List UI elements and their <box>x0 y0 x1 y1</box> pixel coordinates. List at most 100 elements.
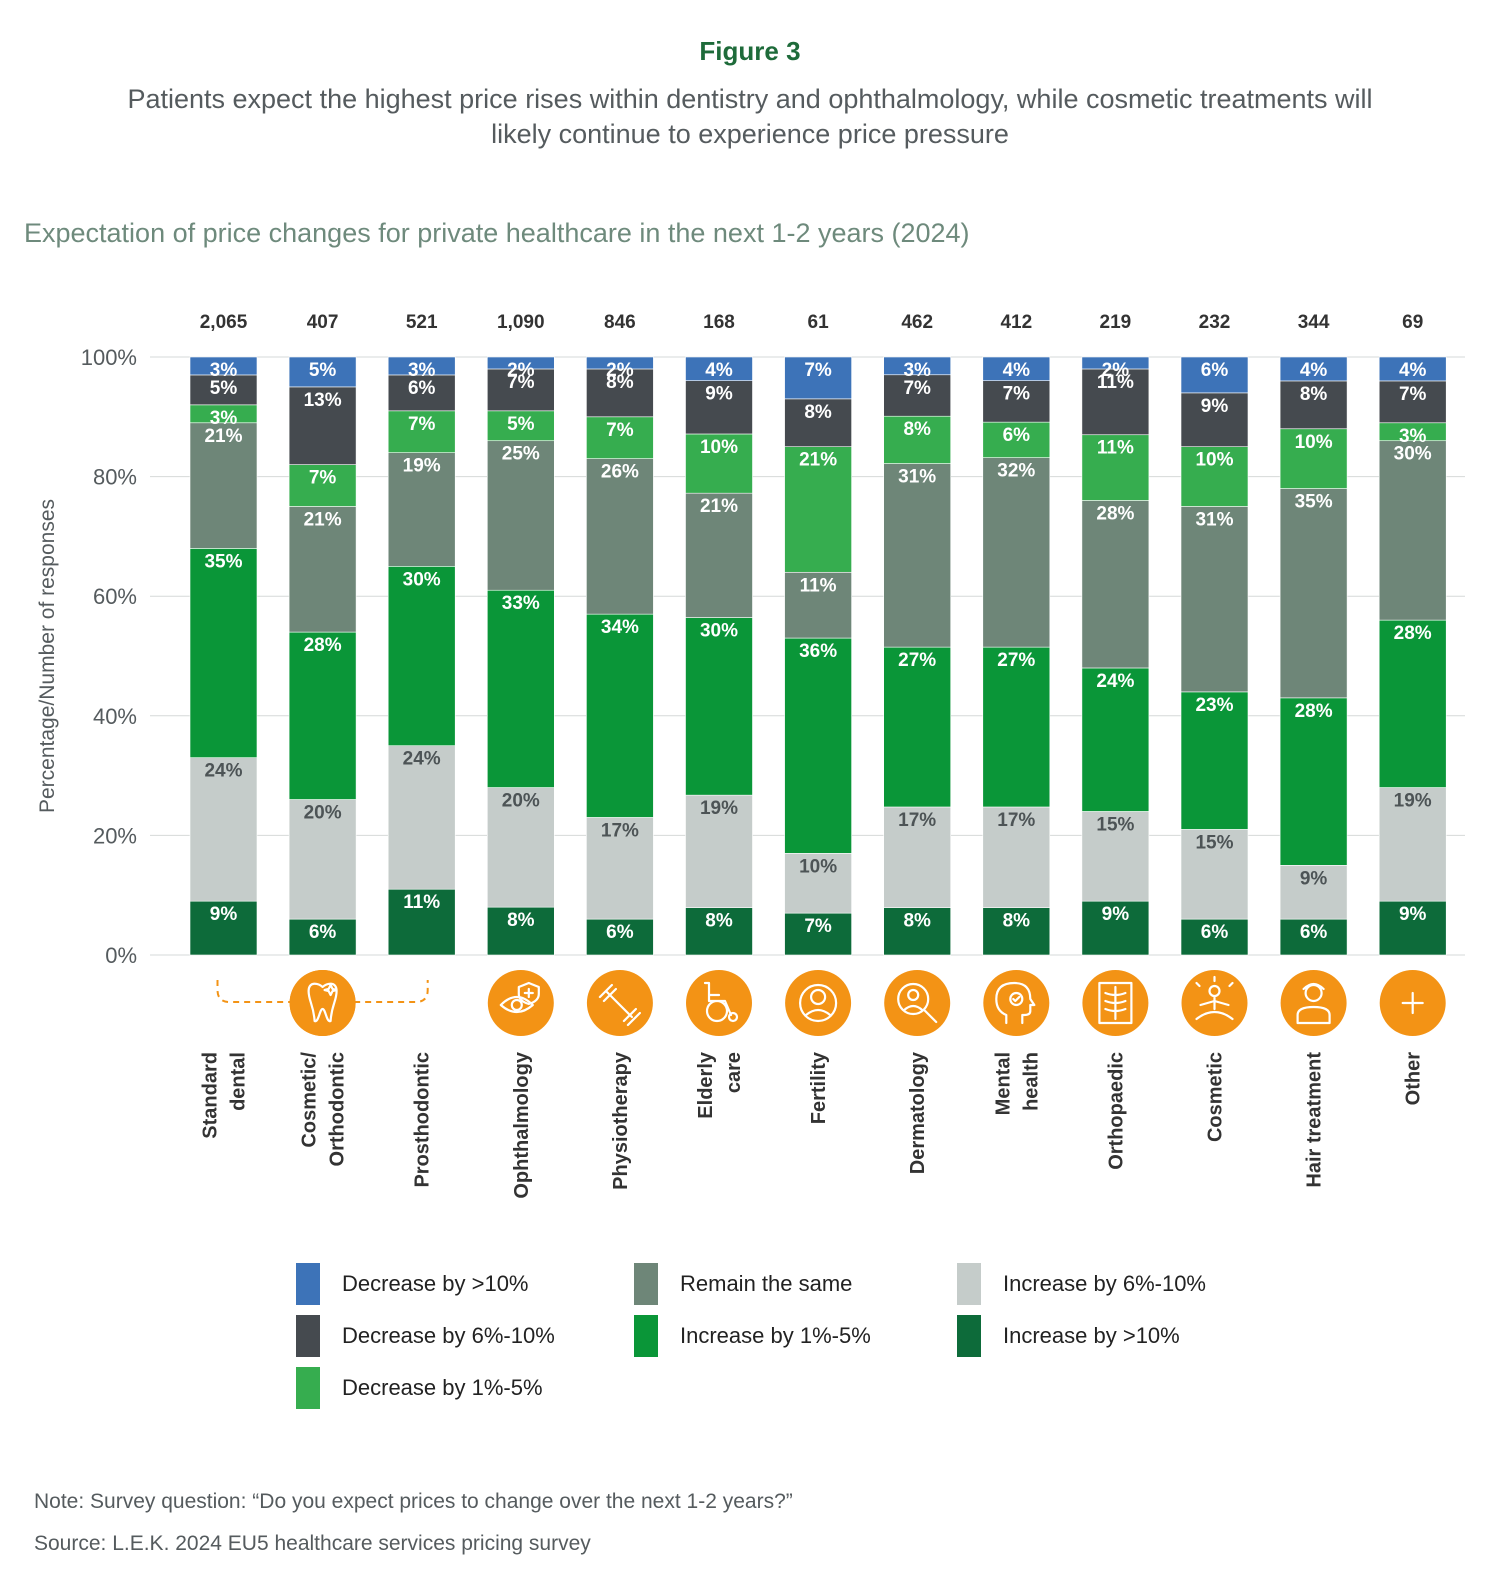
data-label: 27% <box>898 650 936 671</box>
magnifier-icon-path <box>897 982 938 1024</box>
x-tick-label: Ophthalmology <box>511 1051 533 1199</box>
bar-segment <box>1378 619 1447 788</box>
data-label: 25% <box>502 444 540 465</box>
bar-segment <box>685 433 753 494</box>
data-label: 28% <box>304 635 342 656</box>
data-label: 8% <box>507 910 535 931</box>
bar-segment <box>189 374 258 406</box>
bar-segment <box>1279 864 1348 920</box>
bar-segment <box>685 356 753 381</box>
data-label: 3% <box>408 360 436 381</box>
response-count: 846 <box>604 312 636 333</box>
legend-item: Decrease by 1%-5% <box>296 1367 543 1409</box>
x-tick-label: Prosthodontic <box>412 1052 434 1188</box>
x-tick-label: Standard dental <box>200 1052 250 1139</box>
data-label: 7% <box>1399 384 1427 405</box>
data-label: 27% <box>997 650 1035 671</box>
bar-segment <box>1180 446 1249 507</box>
x-tick-label: Elderly care <box>695 1051 745 1119</box>
data-label: 8% <box>804 402 832 423</box>
x-tick-label-line: dental <box>228 1052 250 1111</box>
xray-icon-glyph <box>1098 981 1133 1025</box>
bar-segment <box>288 506 357 633</box>
data-label: 9% <box>1201 396 1229 417</box>
response-count: 2,065 <box>200 312 248 333</box>
legend-swatch <box>634 1263 658 1305</box>
bar-segment <box>486 410 555 442</box>
y-axis-title: Percentage/Number of responses <box>36 499 59 813</box>
bar-segment <box>1081 667 1150 812</box>
data-label: 8% <box>903 419 931 440</box>
response-count: 168 <box>703 312 735 333</box>
data-label: 9% <box>210 904 238 925</box>
data-label: 15% <box>1096 814 1134 835</box>
x-tick-label-line: care <box>723 1052 745 1093</box>
bar-segment <box>189 422 258 549</box>
legend-label: Increase by >10% <box>1003 1323 1180 1348</box>
bar-segment <box>883 356 952 376</box>
response-count: 344 <box>1298 312 1330 333</box>
bar-segment <box>784 356 852 400</box>
legend: Decrease by >10% Remain the same Increas… <box>296 1263 1296 1423</box>
response-count: 69 <box>1402 312 1423 333</box>
y-tick-label: 80% <box>93 465 137 490</box>
bar-segment <box>1180 691 1249 830</box>
legend-label: Increase by 1%-5% <box>680 1323 871 1348</box>
data-label: 3% <box>210 408 238 429</box>
data-label: 11% <box>1097 372 1134 393</box>
data-label: 3% <box>210 360 238 381</box>
legend-swatch <box>296 1367 320 1409</box>
data-label: 6% <box>1201 922 1229 943</box>
data-label: 28% <box>1295 701 1333 722</box>
bar-segment <box>1378 787 1447 902</box>
legend-swatch <box>957 1263 981 1305</box>
bar-segment <box>1081 500 1150 669</box>
plus-icon-glyph <box>1401 991 1424 1015</box>
response-count: 412 <box>1000 312 1032 333</box>
baby-icon-glyph <box>799 983 838 1023</box>
response-count: 61 <box>808 312 830 333</box>
data-label: 2% <box>507 360 535 381</box>
y-tick-label: 20% <box>93 823 137 848</box>
magnifier-icon <box>884 970 951 1036</box>
x-tick-label-line: Other <box>1403 1052 1425 1106</box>
bar-segment <box>982 421 1051 458</box>
bar-segment <box>883 907 952 956</box>
bar-segment <box>685 492 753 618</box>
legend-swatch <box>296 1315 320 1357</box>
x-tick-label-line: Fertility <box>808 1051 830 1124</box>
x-tick-label-line: Hair treatment <box>1304 1052 1326 1188</box>
bar-segment <box>1180 918 1249 956</box>
legend-item: Increase by 1%-5% <box>634 1315 871 1357</box>
bar-segment <box>189 900 258 956</box>
bar-segment <box>387 356 456 376</box>
bar-segment <box>586 613 654 818</box>
bar-segment <box>1081 368 1150 436</box>
data-label: 5% <box>210 378 238 399</box>
data-label: 7% <box>606 420 634 441</box>
data-label: 26% <box>601 462 639 483</box>
data-label: 32% <box>997 461 1035 482</box>
x-tick-label: Dermatology <box>907 1051 929 1174</box>
data-label: 5% <box>507 414 535 435</box>
x-tick-label-line: Prosthodontic <box>412 1052 434 1188</box>
bar-segment <box>1180 392 1249 448</box>
x-tick-label: Cosmetic <box>1205 1052 1227 1142</box>
data-label: 6% <box>1201 360 1229 381</box>
bar-segment <box>1180 506 1249 693</box>
note: Note: Survey question: “Do you expect pr… <box>34 1490 793 1513</box>
legend-swatch <box>957 1315 981 1357</box>
data-label: 23% <box>1195 695 1233 716</box>
x-tick-label: Hair treatment <box>1304 1052 1326 1188</box>
bar-segment <box>883 463 952 648</box>
x-tick-label-line: Cosmetic/ <box>299 1052 321 1148</box>
bar-segment <box>685 380 753 435</box>
x-tick-label: Cosmetic/Orthodontic <box>299 1052 349 1167</box>
data-label: 35% <box>1295 492 1333 513</box>
bar-segment <box>784 637 852 854</box>
eye-icon-glyph <box>499 981 540 1014</box>
bar-segment <box>189 757 258 902</box>
data-label: 7% <box>309 468 337 489</box>
bar-segment <box>387 374 456 412</box>
data-label: 13% <box>304 390 342 411</box>
